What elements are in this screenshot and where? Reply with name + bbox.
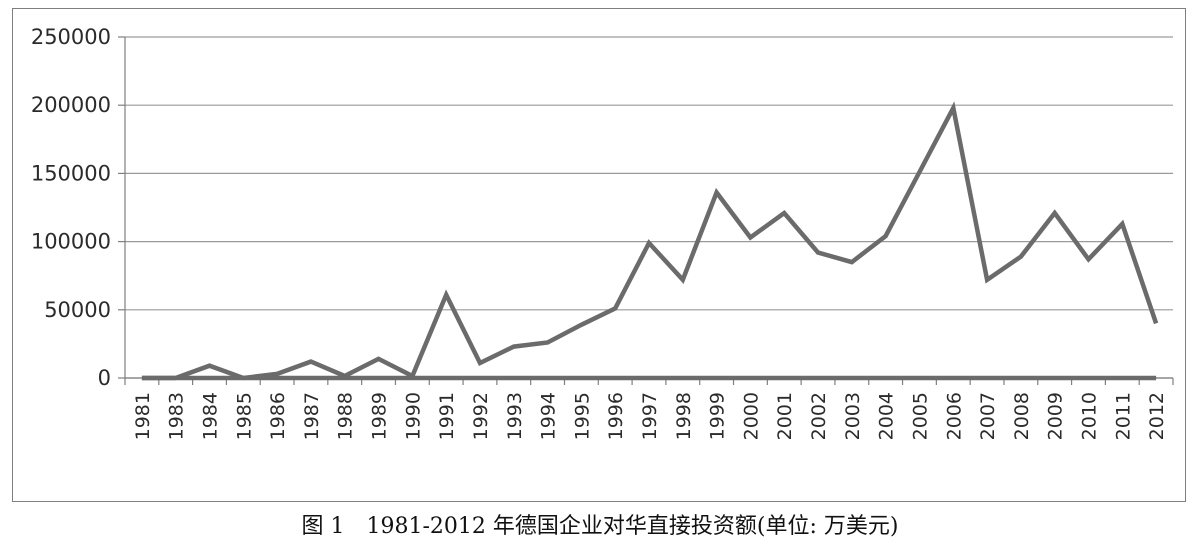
x-tick-label-1990: 1990: [402, 392, 424, 440]
x-tick-label-1983: 1983: [166, 392, 188, 440]
chart-frame: 0 50000 100000 150000 200000 250000 1981 1983 1…: [12, 8, 1186, 502]
x-tick-label-2006: 2006: [943, 392, 965, 440]
y-tick-label: 200000: [31, 93, 111, 117]
x-tick-label-1997: 1997: [639, 392, 661, 440]
x-tick-label-1999: 1999: [707, 392, 729, 440]
x-tick-label-1994: 1994: [538, 392, 560, 440]
x-axis: 1981 1983 1984 1985 1986 1987 1988 1989 1990 1991…: [124, 377, 1174, 440]
x-tick-label-1993: 1993: [504, 392, 526, 440]
x-tick-label-1984: 1984: [200, 392, 222, 440]
gridlines: [125, 36, 1173, 379]
x-tick-label-2000: 2000: [740, 392, 762, 440]
x-tick-label-1989: 1989: [369, 392, 391, 440]
x-tick-label-1998: 1998: [673, 392, 695, 440]
x-tick-label-2004: 2004: [876, 392, 898, 440]
y-tick-label: 50000: [44, 298, 111, 322]
x-tick-label-2010: 2010: [1078, 392, 1100, 440]
x-tick-label-2009: 2009: [1045, 392, 1067, 440]
y-axis: 0 50000 100000 150000 200000 250000: [31, 25, 126, 390]
x-tick-label-1996: 1996: [605, 392, 627, 440]
x-tick-label-2011: 2011: [1112, 392, 1134, 440]
x-tick-label-2008: 2008: [1011, 392, 1033, 440]
series: [141, 101, 1159, 381]
y-tick-label: 150000: [31, 161, 111, 185]
x-tick-label-1995: 1995: [571, 392, 593, 440]
x-tick-label-2002: 2002: [808, 392, 830, 440]
y-tick-label: 250000: [31, 25, 111, 49]
x-tick-label-2003: 2003: [842, 392, 864, 440]
x-tick-label-2001: 2001: [774, 392, 796, 440]
x-tick-label-1987: 1987: [301, 392, 323, 440]
x-tick-label-2007: 2007: [977, 392, 999, 440]
x-tick-label-2012: 2012: [1146, 392, 1168, 440]
x-tick-label-2005: 2005: [909, 392, 931, 440]
y-tick-label: 100000: [31, 230, 111, 254]
x-tick-label-1991: 1991: [436, 392, 458, 440]
figure-caption: 图 1 1981-2012 年德国企业对华直接投资额(单位: 万美元): [301, 514, 899, 539]
y-tick-label: 0: [98, 366, 111, 390]
x-tick-label-1985: 1985: [233, 392, 255, 440]
x-tick-label-1992: 1992: [470, 392, 492, 440]
x-tick-label-1981: 1981: [132, 392, 154, 440]
x-tick-label-1988: 1988: [335, 392, 357, 440]
x-tick-label-1986: 1986: [267, 392, 289, 440]
